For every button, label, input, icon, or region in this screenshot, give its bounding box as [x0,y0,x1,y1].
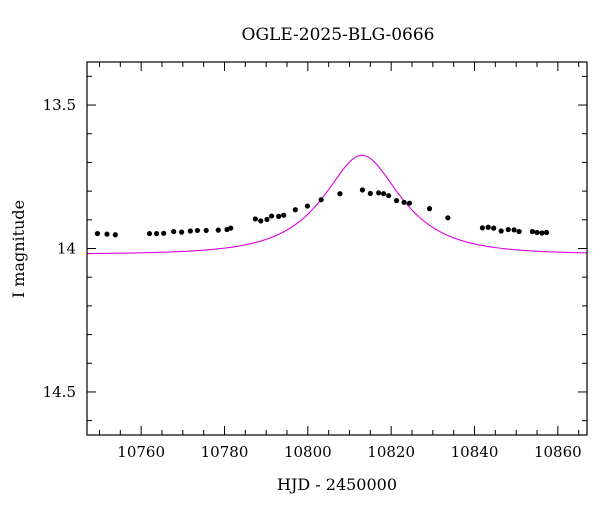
data-point [359,187,366,193]
data-point [268,213,275,219]
data-point [539,230,545,236]
data-point [445,215,451,221]
data-point [426,206,433,212]
data-point [161,230,167,236]
x-tick-label: 10840 [451,443,499,461]
model-curve [86,154,588,255]
x-tick-label: 10860 [534,443,582,461]
data-point [112,232,118,238]
data-point [228,225,234,231]
data-point [276,213,282,219]
data-point [505,226,511,233]
x-axis-label: HJD - 2450000 [277,475,397,494]
data-point [534,229,540,236]
data-point [178,229,185,235]
data-point [94,230,101,237]
data-point [252,216,258,222]
data-point [386,193,392,199]
data-point [153,230,160,237]
data-point [543,229,550,236]
plot-frame [86,61,588,436]
y-tick-label: 14.5 [43,383,76,401]
data-point [367,190,373,197]
data-point [258,218,264,224]
data-point [146,230,153,237]
data-point [406,200,413,206]
data-point [264,216,270,223]
data-point [479,225,486,231]
x-tick-label: 10800 [284,443,332,461]
data-point [337,191,343,197]
data-point [498,228,504,234]
data-point [516,228,522,235]
y-axis-label: I magnitude [9,200,28,298]
data-point [401,199,407,205]
x-tick-label: 10760 [117,443,165,461]
data-point [318,197,324,203]
data-point [104,231,110,237]
data-point [194,227,201,234]
data-point [203,227,209,234]
data-point [304,203,311,209]
data-point [215,227,221,233]
x-tick-label: 10820 [367,443,415,461]
data-point [491,225,497,231]
data-point [171,228,177,235]
y-tick-label: 13.5 [43,96,76,114]
data-point [393,197,400,204]
data-point [381,191,387,197]
y-tick-label: 14 [57,240,76,258]
data-point [376,190,382,196]
x-tick-label: 10780 [201,443,249,461]
data-point [529,228,536,235]
data-point [281,212,287,218]
chart-title: OGLE-2025-BLG-0666 [242,25,435,45]
data-point [187,228,193,234]
data-point [511,227,517,233]
data-point [292,207,298,213]
data-point [485,224,491,230]
